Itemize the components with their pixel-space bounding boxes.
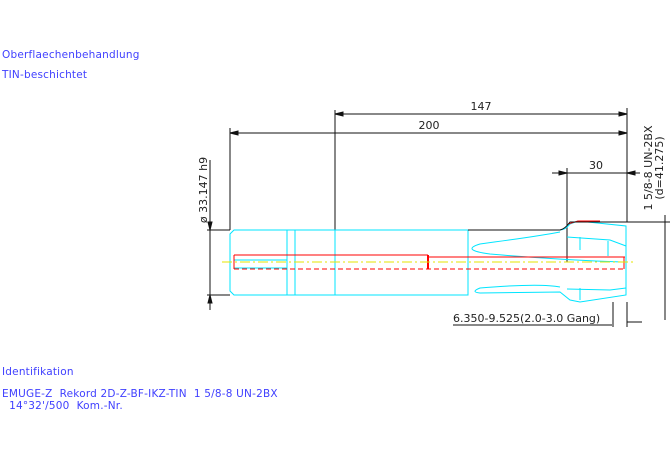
thread-diameter: (d=41.275) <box>653 136 666 199</box>
dim-diameter: ø 33.147 h9 <box>197 157 210 223</box>
identification-line-1: EMUGE-Z Rekord 2D-Z-BF-IKZ-TIN 1 5/8-8 U… <box>2 388 278 400</box>
dim-147: 147 <box>471 100 492 113</box>
surface-treatment-value: TIN-beschichtet <box>2 69 88 81</box>
coolant-channel <box>233 220 625 270</box>
extension-line-thread <box>468 221 627 231</box>
thread-spec: 1 5/8-8 UN-2BX <box>642 125 655 210</box>
dim-30: 30 <box>589 159 603 172</box>
surface-treatment-label: Oberflaechenbehandlung <box>2 49 140 61</box>
core-hole-dim: 6.350-9.525(2.0-3.0 Gang) <box>453 312 600 325</box>
dimension-lines <box>207 108 670 327</box>
identification-line-2: 14°32'/500 Kom.-Nr. <box>2 400 123 412</box>
dim-200: 200 <box>419 119 440 132</box>
identification-label: Identifikation <box>2 366 74 378</box>
